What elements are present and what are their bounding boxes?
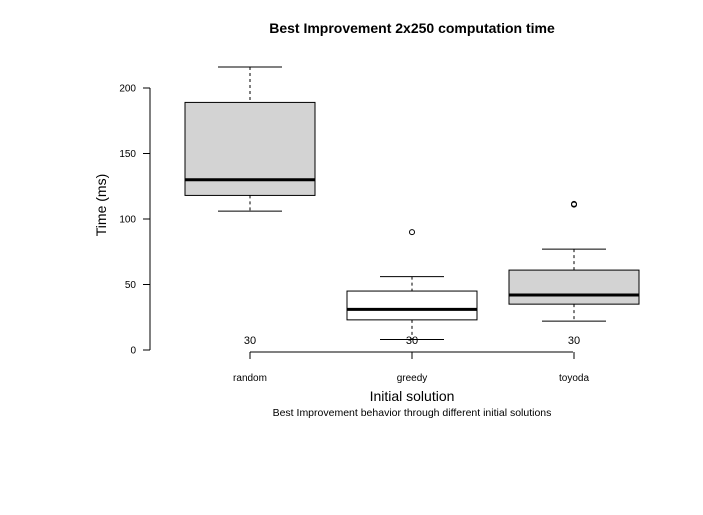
y-axis: 0 50 100 150 200 xyxy=(119,84,151,357)
box-toyoda xyxy=(508,200,640,322)
y-tick-label: 0 xyxy=(130,346,136,357)
box-greedy xyxy=(346,229,478,341)
outlier-point xyxy=(571,200,577,207)
x-tick-label: random xyxy=(233,373,267,384)
outlier-point xyxy=(409,229,415,236)
box-random xyxy=(184,66,316,212)
x-axis-label: Initial solution xyxy=(370,388,455,404)
sample-count-label: 30 xyxy=(244,335,256,347)
interquartile-box xyxy=(184,101,316,196)
y-tick-label: 200 xyxy=(119,84,136,95)
sample-count-label: 30 xyxy=(568,335,580,347)
chart-title: Best Improvement 2x250 computation time xyxy=(269,20,555,36)
y-tick-label: 50 xyxy=(125,280,137,291)
interquartile-box xyxy=(346,290,478,321)
x-axis: random greedy toyoda xyxy=(233,351,589,384)
interquartile-box xyxy=(508,269,640,305)
chart-subtitle: Best Improvement behavior through differ… xyxy=(273,407,552,419)
x-tick-label: greedy xyxy=(397,373,428,384)
x-tick-label: toyoda xyxy=(559,373,589,384)
y-tick-label: 150 xyxy=(119,149,136,160)
y-axis-label: Time (ms) xyxy=(93,174,109,236)
y-tick-label: 100 xyxy=(119,215,136,226)
sample-count-label: 30 xyxy=(406,335,418,347)
